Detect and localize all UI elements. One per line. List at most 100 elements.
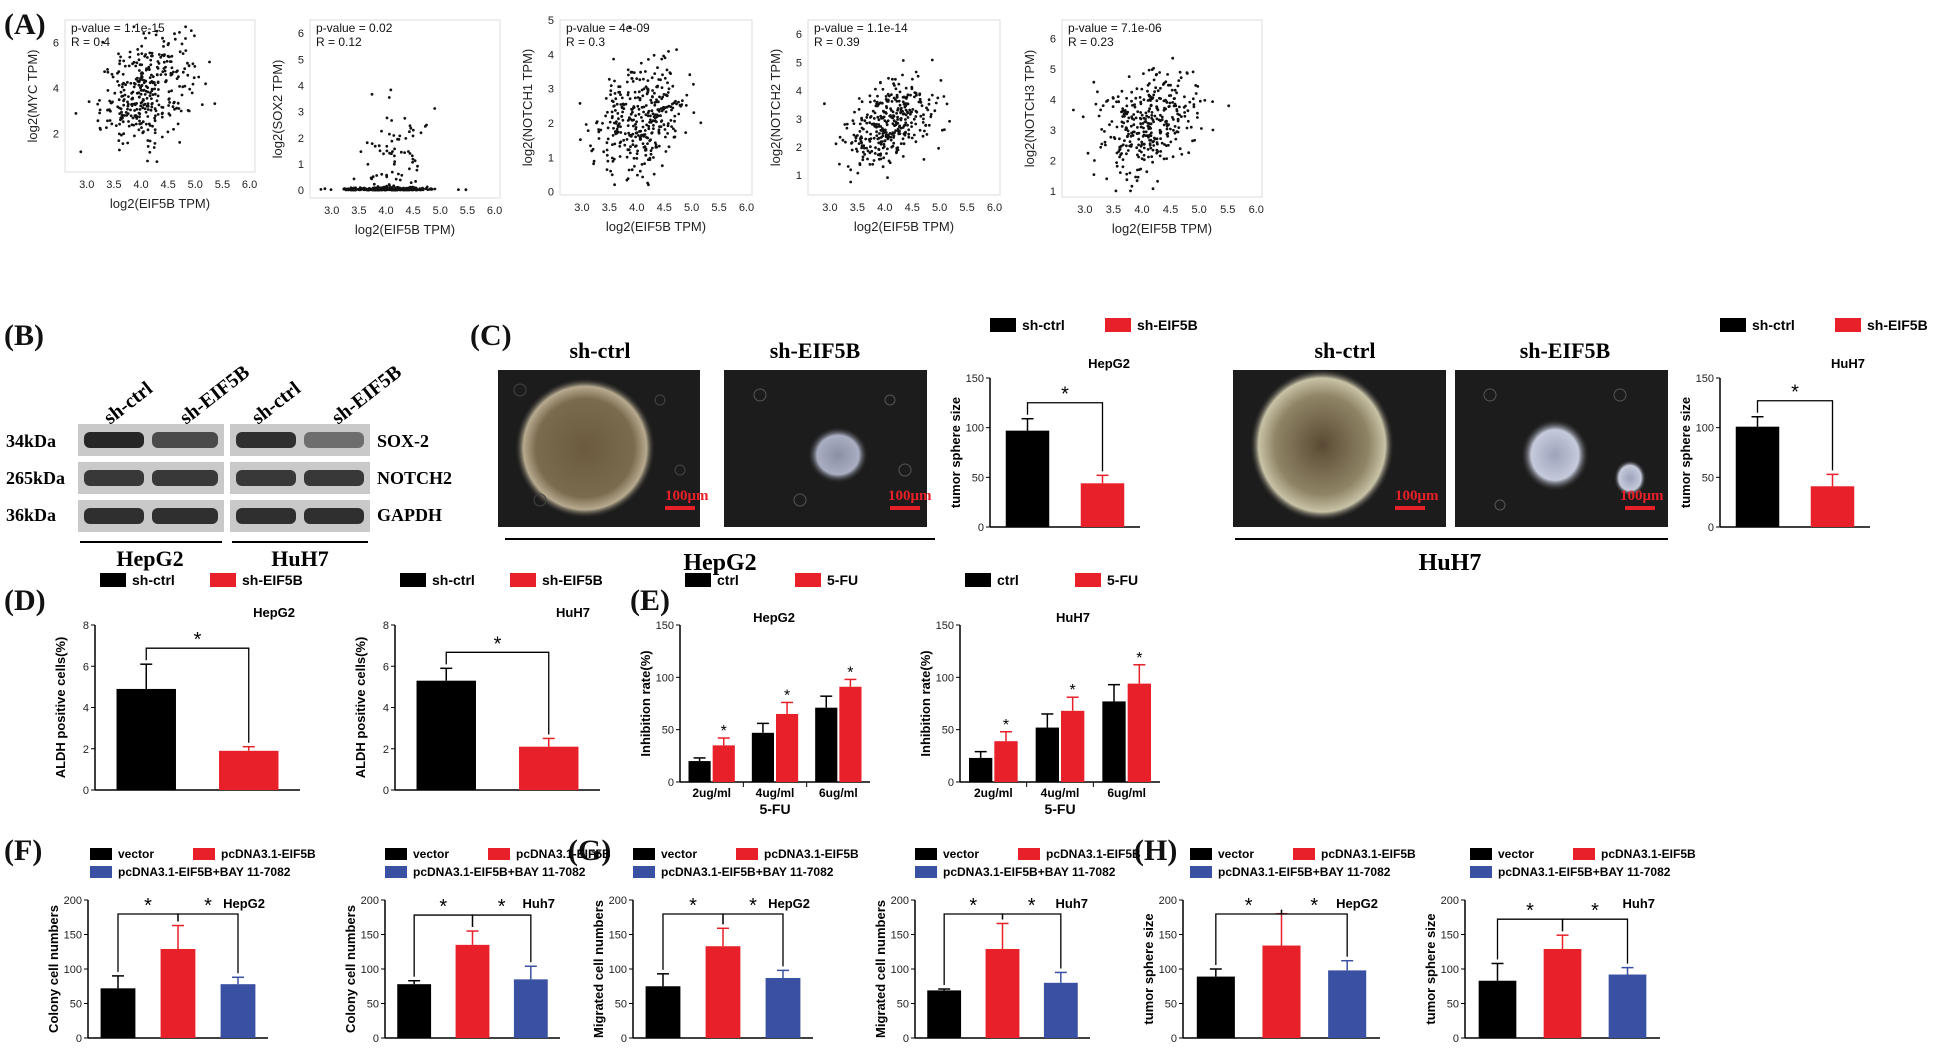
significance-bracket: [177, 913, 239, 974]
scatter-point: [204, 82, 208, 86]
scatter-point: [126, 100, 129, 104]
scatter-point: [1203, 98, 1207, 102]
scatter-point: [1177, 79, 1181, 82]
scatter-point: [385, 175, 389, 179]
scatter-point: [889, 138, 893, 142]
scatter-point: [657, 131, 661, 135]
scatter-point: [623, 143, 627, 147]
scatter-point: [413, 159, 417, 163]
scatter-point: [885, 120, 888, 124]
scatter-point: [357, 188, 361, 191]
scatter-point: [144, 36, 147, 40]
scatter-point: [619, 125, 622, 129]
legend-swatch: [633, 848, 655, 860]
scatter-point: [121, 72, 125, 76]
scatter-point: [868, 100, 872, 104]
scatter-point: [1185, 126, 1189, 130]
scatter-point: [359, 150, 363, 154]
scatter-point: [864, 137, 868, 141]
wb-band: [84, 508, 144, 524]
x-axis-label: 5-FU: [759, 801, 790, 817]
scatter-point: [635, 152, 639, 156]
scatter-point: [886, 176, 889, 180]
scatter-point: [1132, 123, 1136, 127]
stat-pvalue: p-value = 1.1e-15: [71, 21, 165, 35]
scatter-point: [1138, 96, 1142, 99]
scatter-point: [1194, 84, 1198, 87]
scatter-point: [155, 73, 159, 76]
bar: [705, 946, 741, 1038]
scatter-point: [659, 120, 663, 123]
scatter-point: [880, 140, 884, 144]
scatter-point: [1180, 115, 1183, 118]
legend-swatch: [90, 866, 112, 878]
y-axis-label: log2(NOTCH2 TPM): [768, 49, 783, 167]
scatter-point: [1128, 171, 1132, 175]
scatter-point: [906, 116, 910, 119]
scatter-point: [1133, 105, 1137, 109]
scatter-point: [149, 108, 153, 112]
significance-bracket: [471, 914, 532, 963]
scatter-point: [162, 54, 166, 58]
scatter-point: [875, 100, 879, 104]
scatter-point: [1122, 121, 1126, 125]
scatter-point: [1148, 143, 1152, 147]
bar: [1127, 683, 1151, 782]
scatter-point: [891, 77, 894, 81]
scatter-point: [942, 95, 946, 98]
bar: [1262, 945, 1301, 1038]
scatter-point: [882, 110, 886, 114]
scatter-point: [377, 144, 381, 148]
scatter-point: [117, 98, 121, 102]
scatter-point: [638, 78, 642, 82]
scale-bar-label: 100μm: [665, 488, 709, 504]
scatter-point: [168, 113, 172, 117]
scatter-point: [663, 106, 666, 110]
x-tick-label: 6.0: [487, 205, 502, 217]
stat-r: R = 0.23: [1068, 35, 1114, 49]
scatter-point: [172, 101, 176, 105]
significance-star: *: [498, 896, 506, 918]
scatter-point: [99, 128, 102, 131]
scatter-point: [139, 104, 143, 108]
scatter-point: [74, 112, 78, 115]
scatter-point: [924, 124, 927, 127]
y-tick-label: 100: [891, 964, 909, 976]
scatter-point: [866, 157, 869, 161]
scatter-point: [173, 107, 176, 111]
scatter-point: [148, 139, 152, 143]
scatter-point: [138, 69, 141, 72]
scatter-point: [1193, 138, 1196, 142]
scatter-point: [894, 87, 898, 91]
scatter-point: [1149, 138, 1153, 142]
scatter-point: [150, 51, 154, 55]
scatter-point: [183, 67, 187, 71]
scatter-point: [662, 93, 666, 96]
significance-star: *: [847, 664, 853, 681]
scatter-point: [1115, 125, 1119, 129]
scatter-point: [631, 143, 635, 147]
scatter-point: [890, 100, 894, 103]
panel-label-a: (A): [4, 8, 46, 41]
scatter-point: [612, 126, 615, 130]
significance-star: *: [969, 895, 977, 917]
scatter-point: [120, 133, 123, 137]
chart-subtitle: Huh7: [523, 896, 556, 911]
scatter-point: [160, 112, 164, 116]
scatter-point: [644, 148, 648, 152]
scatter-point: [127, 64, 131, 68]
scatter-point: [319, 188, 323, 191]
chart-subtitle: HepG2: [753, 610, 795, 625]
scatter-point: [110, 72, 114, 76]
scatter-point: [153, 107, 157, 111]
scatter-point: [146, 102, 150, 105]
scatter-point: [1147, 68, 1151, 72]
scatter-point: [118, 106, 121, 110]
y-tick-label: 200: [361, 895, 379, 907]
scatter-point: [854, 139, 857, 143]
y-tick-label: 150: [361, 930, 379, 942]
scatter-point: [108, 119, 112, 122]
scatter-point: [1129, 134, 1133, 138]
